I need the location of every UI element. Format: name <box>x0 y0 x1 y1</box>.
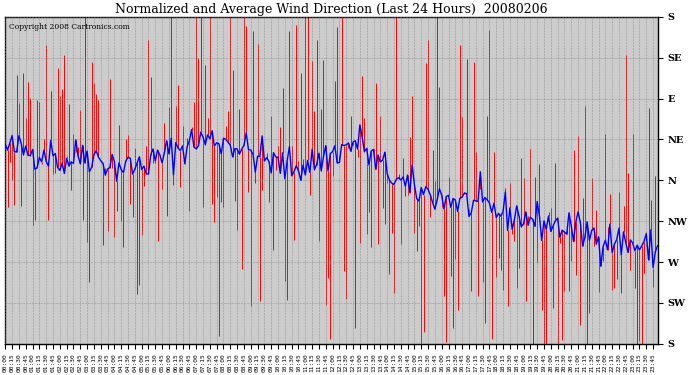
Text: Copyright 2008 Cartronics.com: Copyright 2008 Cartronics.com <box>8 24 130 32</box>
Title: Normalized and Average Wind Direction (Last 24 Hours)  20080206: Normalized and Average Wind Direction (L… <box>115 3 548 16</box>
